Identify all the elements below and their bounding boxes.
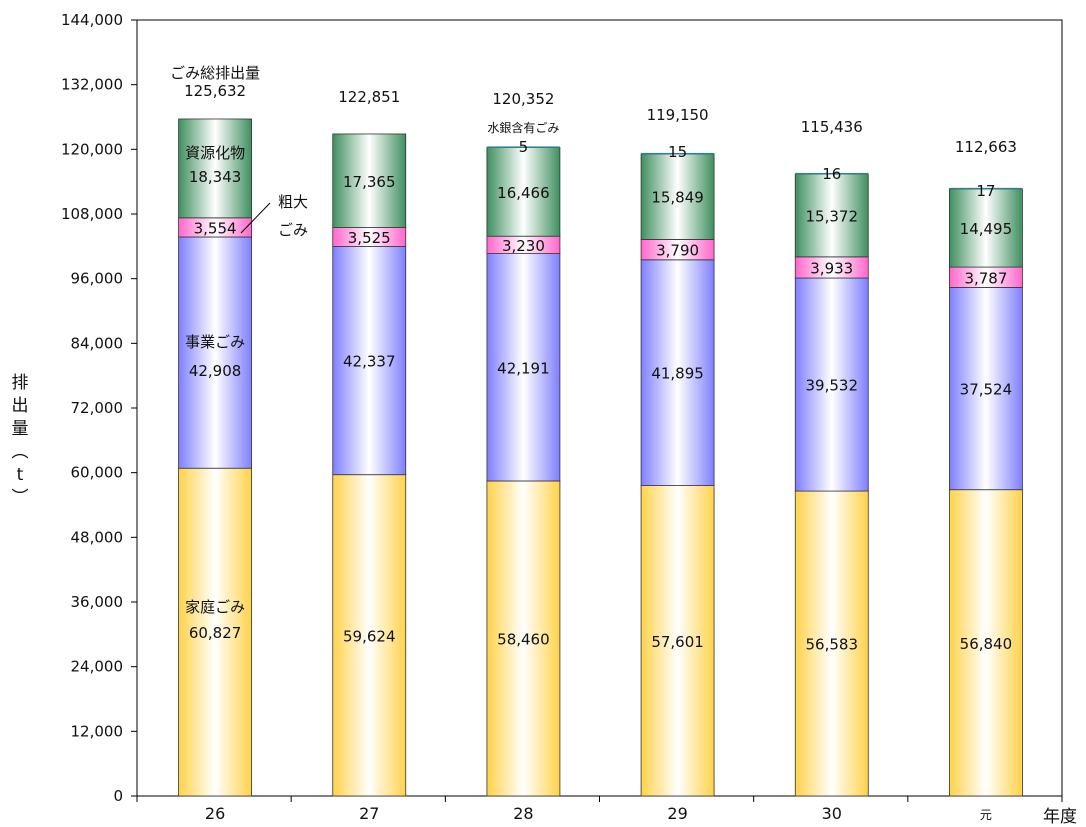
series-name-business: 事業ごみ [185, 333, 245, 351]
y-axis-title-char: 排 [12, 373, 29, 393]
total-label: 122,851 [338, 88, 400, 106]
data-label: 60,827 [189, 624, 242, 642]
data-label: 17,365 [343, 173, 396, 191]
y-axis-title-char: ︶ [12, 488, 29, 508]
x-tick-label: 29 [667, 804, 687, 823]
data-label: 15,849 [651, 189, 704, 207]
bar-segment-business [794, 277, 869, 492]
mercury-value-label: 16 [822, 165, 841, 183]
x-axis: 26 27 28 29 30 元 [136, 796, 1063, 823]
series-name-mercury: 水銀含有ごみ [487, 120, 559, 135]
bar-segment-household [332, 474, 407, 797]
mercury-value-label: 5 [519, 138, 529, 156]
total-label: 119,150 [647, 106, 709, 124]
data-labels: 60,827 42,908 3,554 18,343 59,624 42,337 3,525… [170, 64, 1017, 654]
bar-segment-recyclable [178, 118, 252, 219]
data-label: 41,895 [651, 365, 704, 383]
data-label: 59,624 [343, 627, 396, 645]
y-tick-label: 48,000 [71, 528, 124, 546]
y-tick-label: 24,000 [71, 658, 124, 676]
bar-segment-recyclable [794, 173, 869, 258]
data-label: 18,343 [189, 168, 242, 186]
bar-segment-business [640, 259, 715, 486]
y-tick-label: 96,000 [71, 270, 124, 288]
bar-segment-mercury [949, 187, 1023, 190]
bar-segment-household [178, 467, 252, 797]
series-name-bulky: 粗大 [278, 193, 308, 211]
bar-segment-business [949, 287, 1023, 491]
y-axis-title-char: ︵ [12, 442, 29, 462]
series-name-bulky-2: ごみ [278, 221, 308, 239]
data-label: 3,787 [964, 269, 1007, 287]
y-tick-label: 12,000 [71, 722, 124, 740]
data-label: 15,372 [806, 207, 859, 225]
mercury-value-label: 15 [668, 143, 687, 161]
y-tick-label: 36,000 [71, 593, 124, 611]
data-label: 42,908 [189, 362, 242, 380]
y-tick-label: 60,000 [71, 464, 124, 482]
data-label: 3,933 [810, 259, 853, 277]
x-tick-label: 27 [359, 804, 379, 823]
series-name-recyclable: 資源化物 [185, 144, 245, 162]
y-tick-label: 72,000 [71, 399, 124, 417]
y-axis-title-char: 出 [12, 396, 29, 416]
bar-segment-business [486, 253, 561, 482]
x-tick-label: 30 [822, 804, 842, 823]
y-axis-title: 排出量 ︵ t ︶ [12, 373, 29, 508]
data-label: 3,230 [502, 237, 545, 255]
x-tick-label: 26 [205, 804, 225, 823]
bar-segment-mercury [641, 152, 715, 155]
x-tick-label: 元 [980, 808, 992, 822]
y-axis-title-char: t [17, 465, 24, 485]
mercury-value-label: 17 [976, 182, 995, 200]
data-label: 14,495 [960, 220, 1013, 238]
bulky-leader-line [240, 202, 271, 234]
x-tick-label: 28 [513, 804, 533, 823]
y-axis: 0 12,000 24,000 36,000 48,000 60,000 72,000 84,… [61, 11, 137, 805]
data-label: 3,525 [348, 229, 391, 247]
data-label: 56,583 [806, 636, 859, 654]
series-name-total: ごみ総排出量 [170, 64, 260, 82]
bar-segment-mercury [486, 146, 560, 148]
data-label: 42,191 [497, 359, 550, 377]
total-label: 115,436 [801, 118, 863, 136]
total-label: 125,632 [184, 82, 246, 100]
data-label: 42,337 [343, 353, 396, 371]
data-label: 3,554 [194, 219, 237, 237]
bar-segment-business [178, 236, 252, 469]
data-label: 58,460 [497, 630, 550, 648]
y-tick-label: 144,000 [61, 11, 123, 29]
bar-segment-household [949, 489, 1023, 797]
bar-segment-recyclable [486, 147, 561, 237]
x-axis-title: 年度 [1043, 807, 1077, 827]
data-label: 39,532 [806, 377, 859, 395]
bar-segment-business [332, 246, 407, 476]
data-label: 16,466 [497, 184, 550, 202]
y-tick-label: 132,000 [61, 76, 123, 94]
data-label: 37,524 [960, 381, 1013, 399]
y-axis-title-char: 量 [12, 419, 29, 439]
plot-frame [136, 19, 1063, 797]
total-label: 112,663 [955, 138, 1017, 156]
data-label: 56,840 [960, 635, 1013, 653]
bars [178, 118, 1023, 797]
bar-segment-recyclable [332, 133, 407, 228]
y-axis-title-text: 排出量 ︵ t ︶ [12, 373, 29, 508]
data-label: 57,601 [651, 633, 704, 651]
y-tick-label: 120,000 [61, 140, 123, 158]
series-name-household: 家庭ごみ [185, 598, 245, 616]
bar-segment-household [486, 480, 561, 797]
y-tick-label: 0 [113, 787, 123, 805]
y-tick-label: 108,000 [61, 205, 123, 223]
bar-segment-mercury [795, 172, 869, 175]
total-label: 120,352 [492, 90, 554, 108]
data-label: 3,790 [656, 242, 699, 260]
bar-segment-household [794, 490, 869, 797]
y-tick-label: 84,000 [71, 334, 124, 352]
bar-segment-household [640, 485, 715, 797]
